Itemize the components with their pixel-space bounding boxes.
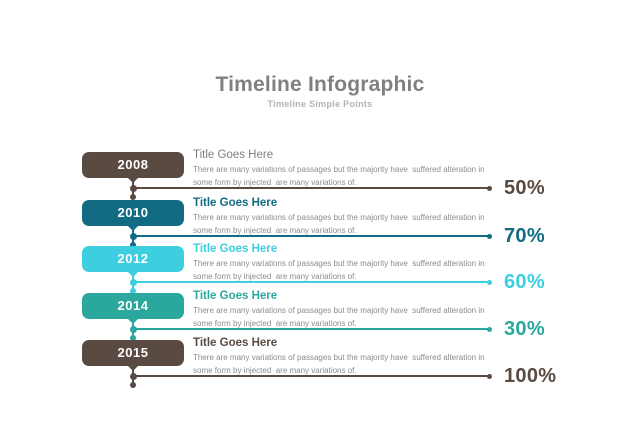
percent-label: 60% xyxy=(504,271,545,293)
junction-dot xyxy=(129,278,137,286)
junction-dot xyxy=(129,232,137,240)
year-badge: 2012 xyxy=(82,246,184,272)
percent-label: 70% xyxy=(504,225,545,247)
junction-dot xyxy=(129,184,137,192)
row-text-block: Title Goes Here There are many variation… xyxy=(193,242,499,283)
line-end-dot xyxy=(487,185,492,191)
timeline-row-2014: 2014 Title Goes Here There are many vari… xyxy=(0,290,640,345)
row-body: There are many variations of passages bu… xyxy=(193,213,487,235)
year-badge: 2008 xyxy=(82,152,184,178)
badge-pointer-icon xyxy=(128,366,138,371)
timeline-row-2012: 2012 Title Goes Here There are many vari… xyxy=(0,243,640,298)
timeline-row-2010: 2010 Title Goes Here There are many vari… xyxy=(0,197,640,252)
timeline-row-2015: 2015 Title Goes Here There are many vari… xyxy=(0,337,640,392)
line-end-dot xyxy=(487,233,492,239)
page-title: Timeline Infographic xyxy=(215,73,425,96)
row-body: There are many variations of passages bu… xyxy=(193,259,487,281)
row-title: Title Goes Here xyxy=(193,243,278,255)
connector-line-horizontal xyxy=(133,328,489,330)
line-end-dot xyxy=(487,279,492,285)
connector-line-horizontal xyxy=(133,375,489,377)
row-body: There are many variations of passages bu… xyxy=(193,306,487,328)
row-title: Title Goes Here xyxy=(193,149,274,161)
year-badge: 2010 xyxy=(82,200,184,226)
line-end-dot xyxy=(487,326,492,332)
year-badge: 2015 xyxy=(82,340,184,366)
badge-pointer-icon xyxy=(128,226,138,231)
segment-end-dot xyxy=(130,382,136,388)
row-text-block: Title Goes Here There are many variation… xyxy=(193,148,499,189)
row-title: Title Goes Here xyxy=(193,290,278,302)
percent-label: 100% xyxy=(504,365,557,387)
badge-pointer-icon xyxy=(128,178,138,183)
percent-label: 30% xyxy=(504,318,545,340)
connector-line-horizontal xyxy=(133,235,489,237)
junction-dot xyxy=(129,372,137,380)
row-text-block: Title Goes Here There are many variation… xyxy=(193,289,499,330)
row-title: Title Goes Here xyxy=(193,197,278,209)
junction-dot xyxy=(129,325,137,333)
segment-end-dot xyxy=(130,335,136,341)
segment-end-dot xyxy=(130,242,136,248)
year-badge: 2014 xyxy=(82,293,184,319)
segment-end-dot xyxy=(130,194,136,200)
row-title: Title Goes Here xyxy=(193,337,278,349)
badge-pointer-icon xyxy=(128,319,138,324)
page-subtitle: Timeline Simple Points xyxy=(267,99,373,109)
row-text-block: Title Goes Here There are many variation… xyxy=(193,336,499,377)
connector-line-horizontal xyxy=(133,187,489,189)
timeline-row-2008: 2008 Title Goes Here There are many vari… xyxy=(0,149,640,204)
badge-pointer-icon xyxy=(128,272,138,277)
segment-end-dot xyxy=(130,288,136,294)
row-text-block: Title Goes Here There are many variation… xyxy=(193,196,499,237)
row-body: There are many variations of passages bu… xyxy=(193,165,487,187)
line-end-dot xyxy=(487,373,492,379)
row-body: There are many variations of passages bu… xyxy=(193,353,487,375)
connector-line-horizontal xyxy=(133,281,489,283)
percent-label: 50% xyxy=(504,177,545,199)
